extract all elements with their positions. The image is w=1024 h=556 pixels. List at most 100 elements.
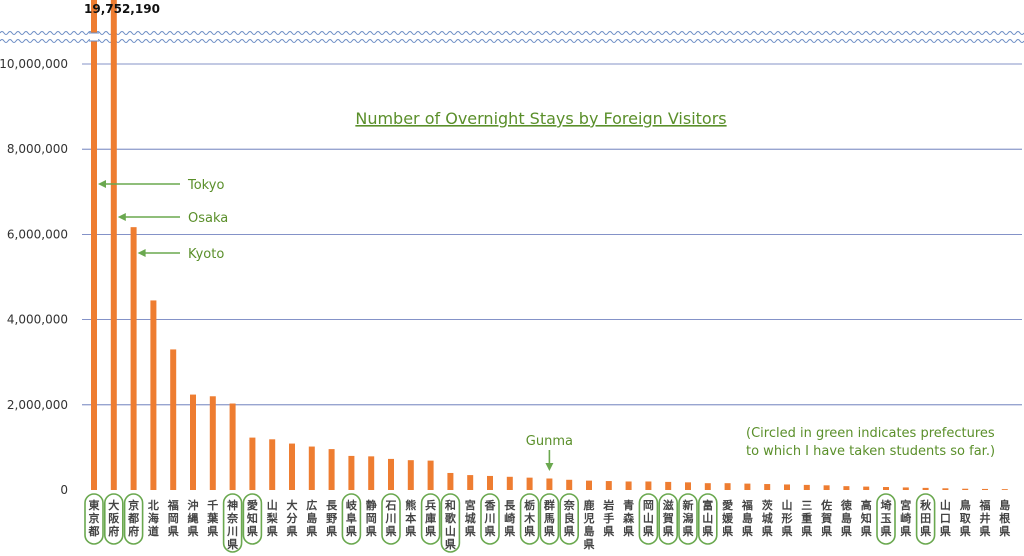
- category-highlight-circle: [519, 493, 540, 545]
- bar: [467, 475, 474, 490]
- x-tick-label: 奈良県: [563, 498, 576, 538]
- x-tick-label: 千葉県: [206, 498, 219, 538]
- x-axis-labels: 東京都大阪府京都府北海道福岡県沖縄県千葉県神奈川県愛知県山梨県大分県広島県長野県…: [88, 498, 1012, 551]
- x-tick-label: 栃木県: [523, 498, 536, 538]
- x-tick-label: 石川県: [385, 499, 397, 538]
- category-highlight-circle: [658, 493, 679, 545]
- bar: [586, 480, 592, 490]
- x-tick-label: 岩手県: [602, 498, 614, 538]
- x-tick-label: 山口県: [940, 498, 951, 538]
- x-tick-label: 宮城県: [465, 498, 476, 538]
- x-tick-label: 鹿児島県: [583, 498, 595, 551]
- y-axis-ticks: 0 2,000,000 4,000,000 6,000,000 8,000,000 10,…: [0, 57, 68, 497]
- x-tick-label: 北海道: [148, 498, 159, 538]
- bar: [685, 482, 691, 490]
- category-highlight-circle: [341, 493, 362, 545]
- bar: [110, 0, 117, 490]
- note-line: (Circled in green indicates prefectures: [746, 426, 995, 441]
- bar: [447, 472, 454, 490]
- x-tick-label: 佐賀県: [820, 498, 832, 538]
- x-tick-label: 岡山県: [643, 499, 654, 538]
- x-tick-label: 長野県: [326, 499, 338, 538]
- max-value-label: 19,752,190: [84, 2, 160, 16]
- y-tick-label: 0: [60, 483, 68, 497]
- bar: [170, 349, 177, 490]
- bar: [784, 484, 790, 490]
- arrow-head: [117, 213, 126, 221]
- category-circles: [84, 493, 936, 553]
- bar: [665, 481, 672, 490]
- category-highlight-circle: [104, 493, 124, 545]
- bar: [1001, 489, 1008, 490]
- bar: [704, 483, 711, 490]
- x-tick-label: 新潟県: [683, 498, 694, 538]
- category-highlight-circle: [638, 493, 659, 545]
- x-tick-label: 愛知県: [246, 498, 258, 538]
- x-tick-label: 群馬県: [543, 498, 555, 538]
- annotation-label: Osaka: [188, 211, 228, 226]
- x-tick-label: 富山県: [702, 498, 713, 538]
- bar: [902, 487, 909, 490]
- category-highlight-circle: [420, 493, 441, 545]
- x-tick-label: 山形県: [782, 498, 793, 538]
- y-tick-label: 8,000,000: [7, 142, 68, 156]
- category-highlight-circle: [915, 493, 936, 545]
- x-tick-label: 茨城県: [762, 498, 773, 538]
- bar: [229, 403, 236, 490]
- gridlines: [82, 63, 1022, 406]
- x-tick-label: 滋賀県: [662, 498, 674, 538]
- y-tick-label: 2,000,000: [7, 398, 68, 412]
- x-tick-label: 福島県: [741, 498, 753, 538]
- bar: [388, 458, 394, 490]
- annotation-label: Tokyo: [187, 178, 224, 193]
- x-tick-label: 香川県: [484, 498, 497, 538]
- bar: [209, 396, 216, 490]
- category-highlight-circle: [480, 493, 500, 545]
- bar: [190, 394, 196, 490]
- x-tick-label: 広島県: [306, 498, 317, 538]
- bar: [368, 456, 375, 490]
- category-highlight-circle: [539, 493, 560, 545]
- x-tick-label: 岐阜県: [346, 498, 358, 538]
- bar: [308, 446, 315, 490]
- bar: [764, 484, 771, 490]
- bar: [348, 455, 355, 490]
- bars: [89, 0, 1008, 490]
- x-tick-label: 三重県: [801, 499, 812, 538]
- bar: [506, 476, 513, 490]
- arrow-head: [98, 180, 106, 188]
- break-line: [0, 31, 1024, 35]
- category-highlight-circle: [559, 493, 580, 545]
- bar: [803, 484, 810, 490]
- x-tick-label: 愛媛県: [721, 498, 734, 538]
- x-tick-label: 京都府: [127, 498, 139, 538]
- x-tick-label: 秋田県: [920, 498, 932, 538]
- bar: [823, 485, 830, 490]
- chart-title: Number of Overnight Stays by Foreign Vis…: [355, 109, 726, 128]
- note: (Circled in green indicates prefectures t…: [746, 426, 995, 459]
- bar: [269, 439, 276, 490]
- x-tick-label: 大分県: [287, 498, 298, 538]
- bar: [605, 481, 612, 490]
- annotations: Tokyo Osaka Kyoto Gunma: [98, 178, 573, 471]
- x-tick-label: 宮崎県: [900, 498, 911, 538]
- x-tick-label: 神奈川県: [226, 498, 239, 551]
- bar: [645, 481, 652, 490]
- bar: [942, 488, 949, 490]
- break-line: [0, 39, 1024, 43]
- x-tick-label: 島根県: [999, 498, 1011, 538]
- axis-break: [0, 30, 1024, 44]
- bar: [744, 483, 751, 490]
- category-highlight-circle: [242, 493, 263, 545]
- x-tick-label: 大阪府: [108, 498, 120, 538]
- category-highlight-circle: [381, 493, 401, 545]
- bar: [843, 486, 850, 490]
- category-highlight-circle: [84, 493, 104, 545]
- x-tick-label: 山梨県: [266, 498, 279, 538]
- x-tick-label: 和歌山県: [445, 498, 457, 551]
- category-highlight-circle: [123, 493, 144, 545]
- x-tick-label: 兵庫県: [425, 498, 436, 538]
- bar: [883, 487, 889, 490]
- x-tick-label: 熊本県: [405, 498, 416, 538]
